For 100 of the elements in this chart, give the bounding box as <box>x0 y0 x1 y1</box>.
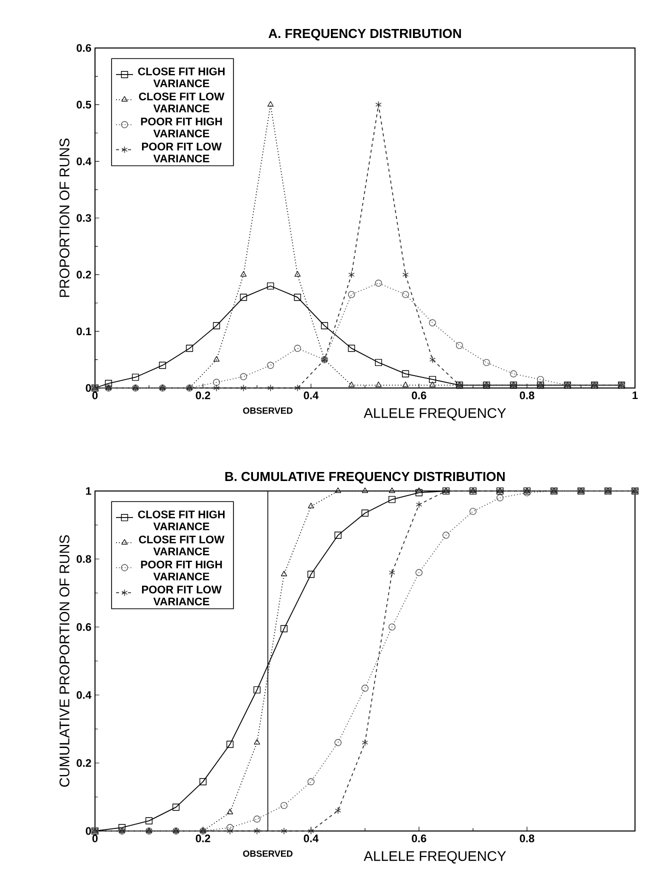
x-tick-label: 0.2 <box>196 834 210 842</box>
point <box>320 322 328 330</box>
ref-line-label: OBSERVED <box>243 850 292 857</box>
point <box>294 344 302 352</box>
point <box>416 487 422 493</box>
point <box>375 382 382 388</box>
point <box>267 101 274 107</box>
legend-label: POOR FIT LOW VARIANCE <box>142 586 222 606</box>
point <box>226 824 234 832</box>
point <box>280 625 288 632</box>
y-tick-label: 0.8 <box>76 555 92 563</box>
point <box>348 382 355 388</box>
y-tick-label: 0.5 <box>76 100 92 109</box>
point <box>280 570 288 576</box>
y-axis-title: PROPORTION OF RUNS <box>60 138 70 297</box>
point <box>253 816 261 823</box>
x-tick-label: 0.6 <box>412 392 426 400</box>
x-tick-label: 0 <box>92 834 98 842</box>
y-tick-label: 0.2 <box>76 759 92 767</box>
annotation: OBSERVED <box>243 407 292 414</box>
y-axis-title: CUMULATIVE PROPORTION OF RUNS <box>60 535 70 787</box>
y-tick-label: 0.4 <box>76 157 92 166</box>
point <box>307 570 315 578</box>
x-tick-label: 0.8 <box>520 392 534 400</box>
point <box>226 808 234 814</box>
point <box>402 382 409 388</box>
point <box>402 370 410 378</box>
point <box>240 373 248 380</box>
y-tick-label: 0.4 <box>76 691 92 699</box>
y-tick-label: 1 <box>86 487 92 495</box>
point <box>402 271 409 278</box>
point <box>240 271 247 277</box>
point <box>294 294 302 301</box>
legend-label: POOR FIT HIGH VARIANCE <box>141 560 222 580</box>
point <box>402 290 410 298</box>
x-tick-label: 0.6 <box>412 834 426 842</box>
point <box>388 569 396 576</box>
point <box>254 739 260 745</box>
point <box>362 739 368 746</box>
point <box>388 623 396 631</box>
legend-label: CLOSE FIT LOW VARIANCE <box>139 92 224 112</box>
point <box>510 370 518 378</box>
point <box>266 282 274 290</box>
point <box>348 271 355 278</box>
point <box>294 271 301 277</box>
point <box>308 502 314 508</box>
point <box>469 508 477 515</box>
point <box>213 384 220 392</box>
x-axis-title: ALLELE FREQUENCY <box>364 851 506 864</box>
point <box>428 376 436 384</box>
point <box>334 487 342 493</box>
point <box>428 319 436 326</box>
point <box>388 487 396 493</box>
legend-label: POOR FIT LOW VARIANCE <box>142 142 222 162</box>
x-tick-label: 1 <box>632 392 638 400</box>
point <box>415 569 423 576</box>
legend-label: CLOSE FIT LOW VARIANCE <box>139 536 224 556</box>
point <box>375 101 382 108</box>
legend-label: CLOSE FIT HIGH VARIANCE <box>138 68 225 88</box>
y-tick-label: 0 <box>86 827 92 835</box>
point <box>374 358 382 366</box>
y-tick-label: 0 <box>86 384 92 392</box>
point <box>536 376 544 384</box>
y-tick-label: 0.3 <box>76 214 92 222</box>
point <box>482 358 490 366</box>
legend-label: CLOSE FIT HIGH VARIANCE <box>138 510 225 530</box>
y-tick-label: 0.2 <box>76 270 92 279</box>
point <box>388 496 396 504</box>
point <box>213 356 220 362</box>
x-tick-label: 0.4 <box>304 392 319 400</box>
point <box>226 740 234 748</box>
point <box>334 807 342 814</box>
point <box>361 684 369 692</box>
y-tick-label: 0.6 <box>76 44 92 52</box>
point <box>429 382 436 388</box>
point <box>199 778 207 786</box>
point <box>226 827 234 835</box>
x-tick-label: 0.4 <box>304 834 319 842</box>
point <box>266 362 274 369</box>
y-tick-label: 0.1 <box>76 327 92 336</box>
point <box>280 802 288 810</box>
point <box>307 778 315 786</box>
point <box>348 344 356 352</box>
x-axis-title: ALLELE FREQUENCY <box>364 408 506 420</box>
point <box>212 378 220 386</box>
point <box>362 487 368 493</box>
point <box>267 384 274 392</box>
x-tick-label: 0 <box>92 392 98 400</box>
point <box>496 494 504 502</box>
x-tick-label: 0.2 <box>196 392 210 400</box>
point <box>145 817 153 824</box>
point <box>429 356 436 364</box>
chart-title: B. CUMULATIVE FREQUENCY DISTRIBUTION <box>225 472 505 484</box>
point <box>172 804 180 811</box>
point <box>212 322 220 330</box>
point <box>415 489 423 496</box>
point <box>240 294 248 301</box>
point <box>294 384 301 392</box>
x-tick-label: 0.8 <box>520 834 534 842</box>
point <box>442 532 450 539</box>
